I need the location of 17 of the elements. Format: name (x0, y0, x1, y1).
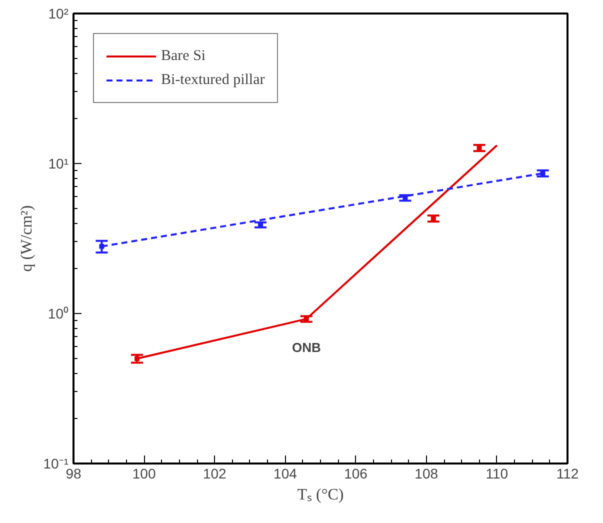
y-tick-label: 10¹ (48, 156, 69, 172)
x-tick-label: 98 (66, 466, 82, 482)
x-tick-label: 102 (202, 466, 227, 482)
annotation: ONB (292, 340, 321, 355)
y-axis-title: q (W/cm²) (18, 205, 36, 272)
x-axis-title: Tₛ (°C) (297, 486, 344, 504)
y-tick-label: 10⁰ (48, 306, 69, 322)
x-tick-label: 112 (556, 466, 579, 482)
x-tick-label: 108 (414, 466, 438, 482)
x-tick-label: 100 (132, 466, 156, 482)
legend-label: Bi-textured pillar (161, 72, 265, 88)
x-tick-label: 104 (274, 466, 298, 482)
point (99, 244, 104, 249)
y-tick-label: 10² (48, 6, 69, 22)
x-tick-label: 110 (486, 466, 508, 482)
x-tick-label: 106 (344, 466, 368, 482)
legend-label: Bare Si (161, 48, 206, 64)
